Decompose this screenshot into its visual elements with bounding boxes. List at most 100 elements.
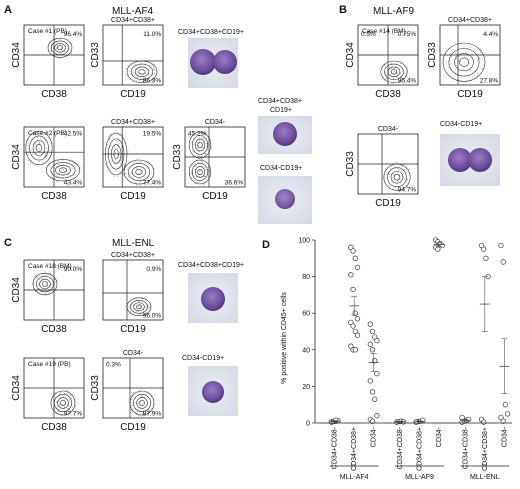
event-dot xyxy=(146,314,148,315)
data-point xyxy=(367,321,373,327)
event-dot xyxy=(402,186,404,188)
panel-title-a: MLL-AF4 xyxy=(112,6,154,17)
event-dot xyxy=(395,72,397,74)
event-dot xyxy=(75,164,77,165)
event-dot xyxy=(38,129,40,131)
panel-letter-d: D xyxy=(262,239,270,251)
event-dot xyxy=(122,174,124,175)
x-axis-label: CD19 xyxy=(120,191,146,202)
event-dot xyxy=(25,153,27,154)
event-dot xyxy=(392,174,394,176)
event-dot xyxy=(65,170,67,171)
event-dot xyxy=(49,278,51,279)
event-dot xyxy=(199,132,201,134)
event-dot xyxy=(153,168,155,169)
event-dot xyxy=(133,162,134,164)
event-dot xyxy=(56,174,58,176)
event-dot xyxy=(32,139,34,140)
event-dot xyxy=(209,170,211,172)
event-dot xyxy=(76,171,78,173)
y-axis-label: CD34 xyxy=(11,144,22,170)
event-dot xyxy=(145,73,147,74)
event-dot xyxy=(195,139,197,141)
event-dot xyxy=(396,177,398,179)
event-dot xyxy=(59,47,61,49)
event-dot xyxy=(458,70,460,72)
contour xyxy=(54,394,72,412)
x-labels: CD34+CD38- CD34+CD38+ CD34- CD34+CD38- CD34+… xyxy=(332,426,509,471)
event-dot xyxy=(449,60,451,61)
gate-percentage: 96.0% xyxy=(143,313,162,320)
event-dot xyxy=(106,166,108,168)
event-dot xyxy=(80,167,81,169)
event-dot xyxy=(60,178,62,179)
gate-percentage: 45.2% xyxy=(188,130,207,137)
event-dot xyxy=(136,77,138,79)
event-dot xyxy=(39,161,40,162)
event-dot xyxy=(451,59,453,61)
event-dot xyxy=(34,149,36,151)
event-dot xyxy=(461,63,462,65)
event-dot xyxy=(468,59,470,61)
event-dot xyxy=(55,281,57,282)
event-dot xyxy=(46,131,48,133)
event-dot xyxy=(120,163,121,165)
x-tick-label: CD34+CD38- xyxy=(397,426,404,469)
event-dot xyxy=(209,145,211,146)
event-dot xyxy=(456,65,458,67)
data-point xyxy=(367,341,373,347)
event-dot xyxy=(120,162,122,164)
y-axis-label: CD34 xyxy=(345,42,356,68)
event-dot xyxy=(140,184,141,186)
event-dot xyxy=(67,49,68,51)
event-dot xyxy=(406,179,407,181)
contour xyxy=(194,166,206,178)
event-dot xyxy=(382,76,384,78)
event-dot xyxy=(201,158,203,160)
gate-label: CD34- xyxy=(378,126,399,133)
contour xyxy=(134,66,150,77)
event-dot xyxy=(201,132,202,134)
event-dot xyxy=(114,161,116,163)
event-dot xyxy=(59,393,61,395)
event-dot xyxy=(148,393,149,395)
event-dot xyxy=(144,409,146,411)
data-point xyxy=(352,347,358,353)
event-dot xyxy=(70,167,72,169)
event-dot xyxy=(43,293,45,295)
event-dot xyxy=(447,66,449,68)
contour xyxy=(136,397,148,409)
event-dot xyxy=(67,39,69,40)
event-dot xyxy=(204,154,206,155)
event-dot xyxy=(153,69,155,71)
cell xyxy=(202,381,224,403)
event-dot xyxy=(113,137,115,138)
panel-title-c: MLL-ENL xyxy=(112,238,155,249)
event-dot xyxy=(196,159,198,160)
event-dot xyxy=(197,147,199,149)
event-dot xyxy=(454,62,456,64)
event-dot xyxy=(116,139,118,141)
event-dot xyxy=(406,75,408,77)
event-dot xyxy=(153,79,154,81)
event-dot xyxy=(151,402,153,404)
event-dot xyxy=(45,284,47,286)
event-dot xyxy=(32,143,34,145)
y-axis-label: CD33 xyxy=(90,375,101,401)
event-dot xyxy=(147,167,148,169)
event-dot xyxy=(203,138,204,139)
event-dot xyxy=(49,274,51,276)
event-dot xyxy=(153,176,155,177)
event-dot xyxy=(135,74,136,76)
event-dot xyxy=(396,168,398,169)
event-dot xyxy=(401,81,403,83)
event-dot xyxy=(204,176,206,178)
y-tick-label: 40 xyxy=(302,347,310,354)
contour xyxy=(50,390,76,416)
event-dot xyxy=(200,145,202,147)
cytospin-a-mid2: CD34-CD19+ xyxy=(258,165,312,224)
event-dot xyxy=(54,279,56,280)
contour xyxy=(54,43,66,53)
event-dot xyxy=(146,175,148,177)
event-dot xyxy=(399,62,401,64)
